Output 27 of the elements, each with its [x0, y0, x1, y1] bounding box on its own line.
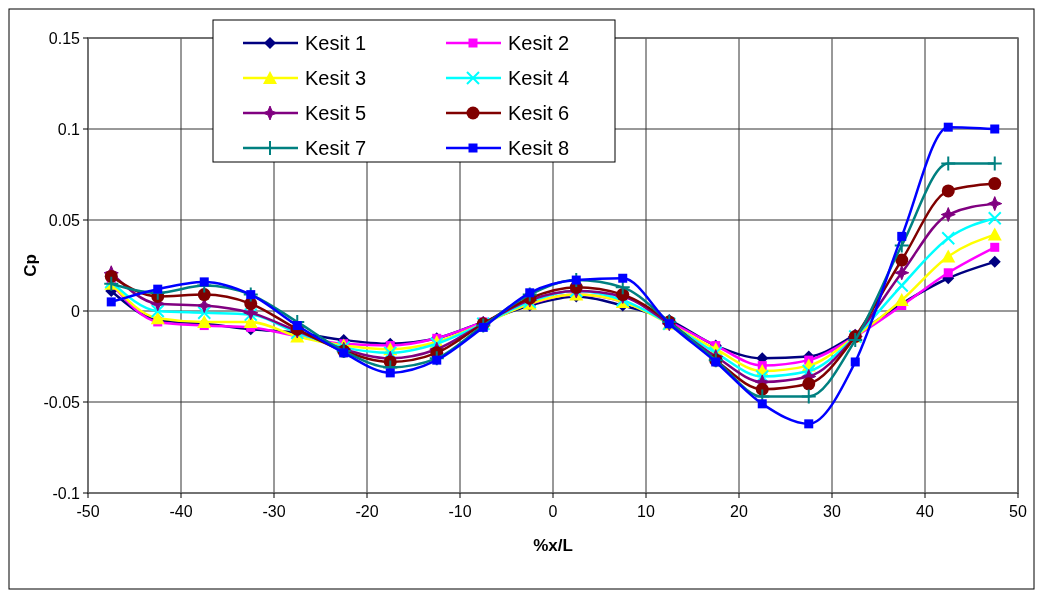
- x-tick-label: 40: [916, 503, 934, 520]
- y-tick-label: 0.1: [57, 120, 81, 138]
- x-tick-label: 30: [823, 503, 841, 520]
- legend-label: Kesit 2: [508, 32, 570, 54]
- legend-label: Kesit 6: [508, 102, 570, 124]
- x-tick-label: -10: [448, 503, 472, 520]
- legend-label: Kesit 3: [305, 67, 367, 89]
- y-axis-title: Cp: [21, 254, 40, 277]
- y-tick-label: 0.15: [48, 29, 81, 47]
- x-tick-label: 50: [1009, 503, 1027, 520]
- legend-label: Kesit 1: [305, 32, 367, 54]
- x-axis-title: %x/L: [533, 536, 573, 555]
- x-tick-label: 0: [548, 503, 558, 520]
- legend-label: Kesit 8: [508, 137, 570, 159]
- x-tick-label: -40: [169, 503, 193, 520]
- x-tick-label: 10: [637, 503, 655, 520]
- y-tick-label: 0.05: [48, 211, 81, 229]
- legend-label: Kesit 4: [508, 67, 570, 89]
- legend-label: Kesit 5: [305, 102, 367, 124]
- y-tick-label: 0: [71, 302, 81, 320]
- x-tick-label: -20: [355, 503, 379, 520]
- x-tick-label: -50: [76, 503, 100, 520]
- x-tick-label: -30: [262, 503, 286, 520]
- x-tick-label: 20: [730, 503, 748, 520]
- legend-label: Kesit 7: [305, 137, 367, 159]
- y-tick-label: -0.1: [52, 484, 81, 502]
- y-tick-label: -0.05: [43, 393, 81, 411]
